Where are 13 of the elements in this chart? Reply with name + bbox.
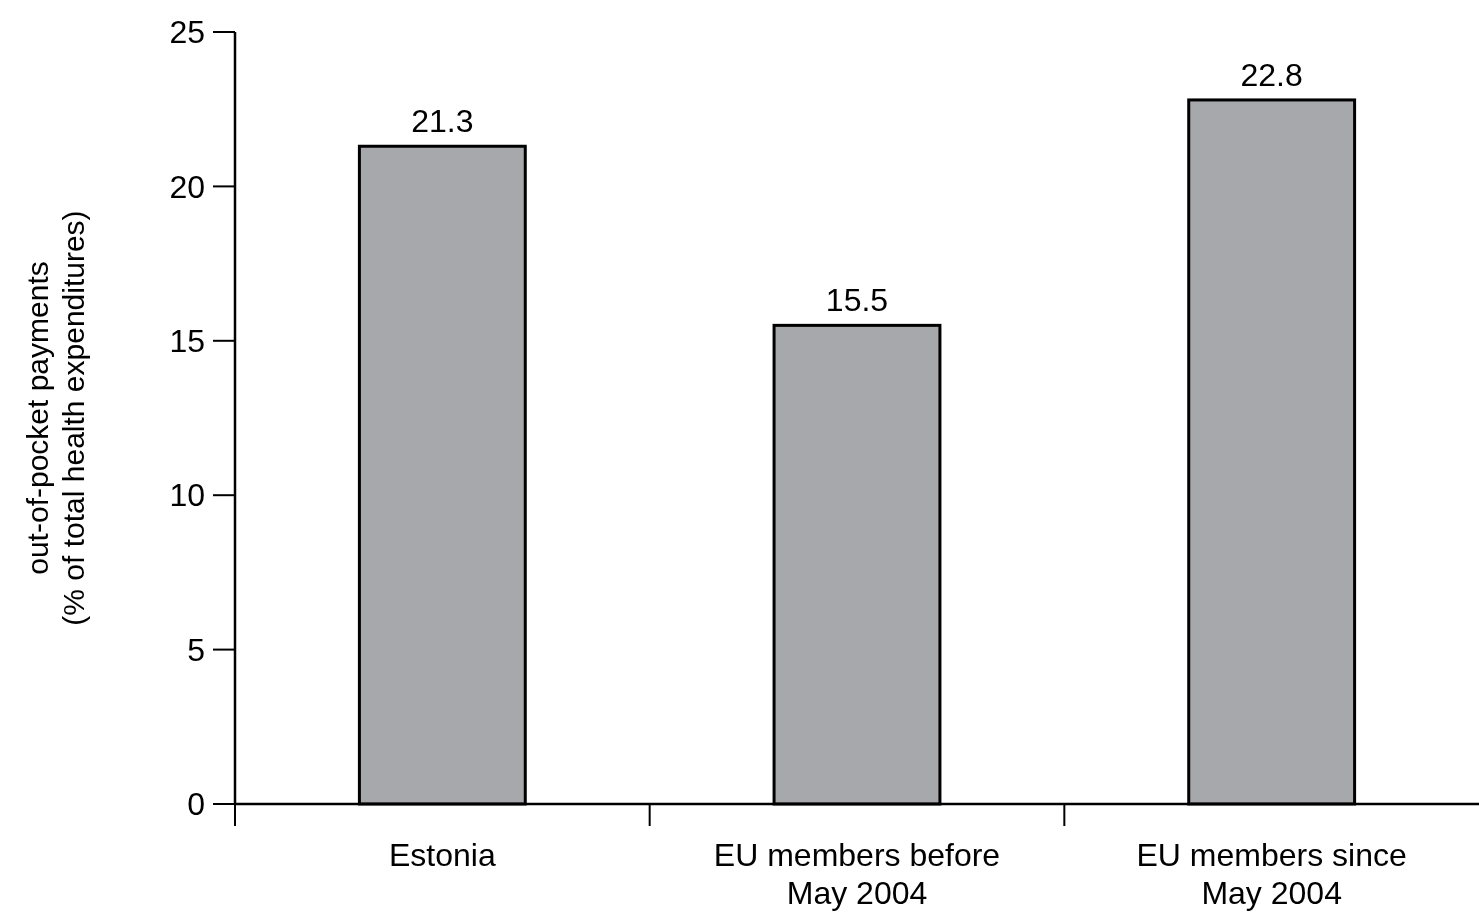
y-tick-label: 10: [169, 477, 205, 514]
y-tick-label: 0: [187, 786, 205, 823]
y-tick-label: 20: [169, 168, 205, 205]
data-label: 15.5: [825, 282, 889, 319]
y-axis-title: out-of-pocket payments (% of total health expenditures): [21, 210, 90, 626]
data-label: 22.8: [1240, 56, 1303, 93]
data-label: 21.3: [411, 103, 474, 140]
y-tick-label: 5: [187, 631, 205, 668]
x-tick-label: EU members before May 2004: [713, 837, 1001, 911]
x-tick-label: EU members since May 2004: [1136, 837, 1407, 911]
y-tick-label: 25: [169, 14, 205, 51]
y-tick-label: 15: [169, 323, 205, 359]
x-tick-label: Estonia: [388, 837, 496, 873]
